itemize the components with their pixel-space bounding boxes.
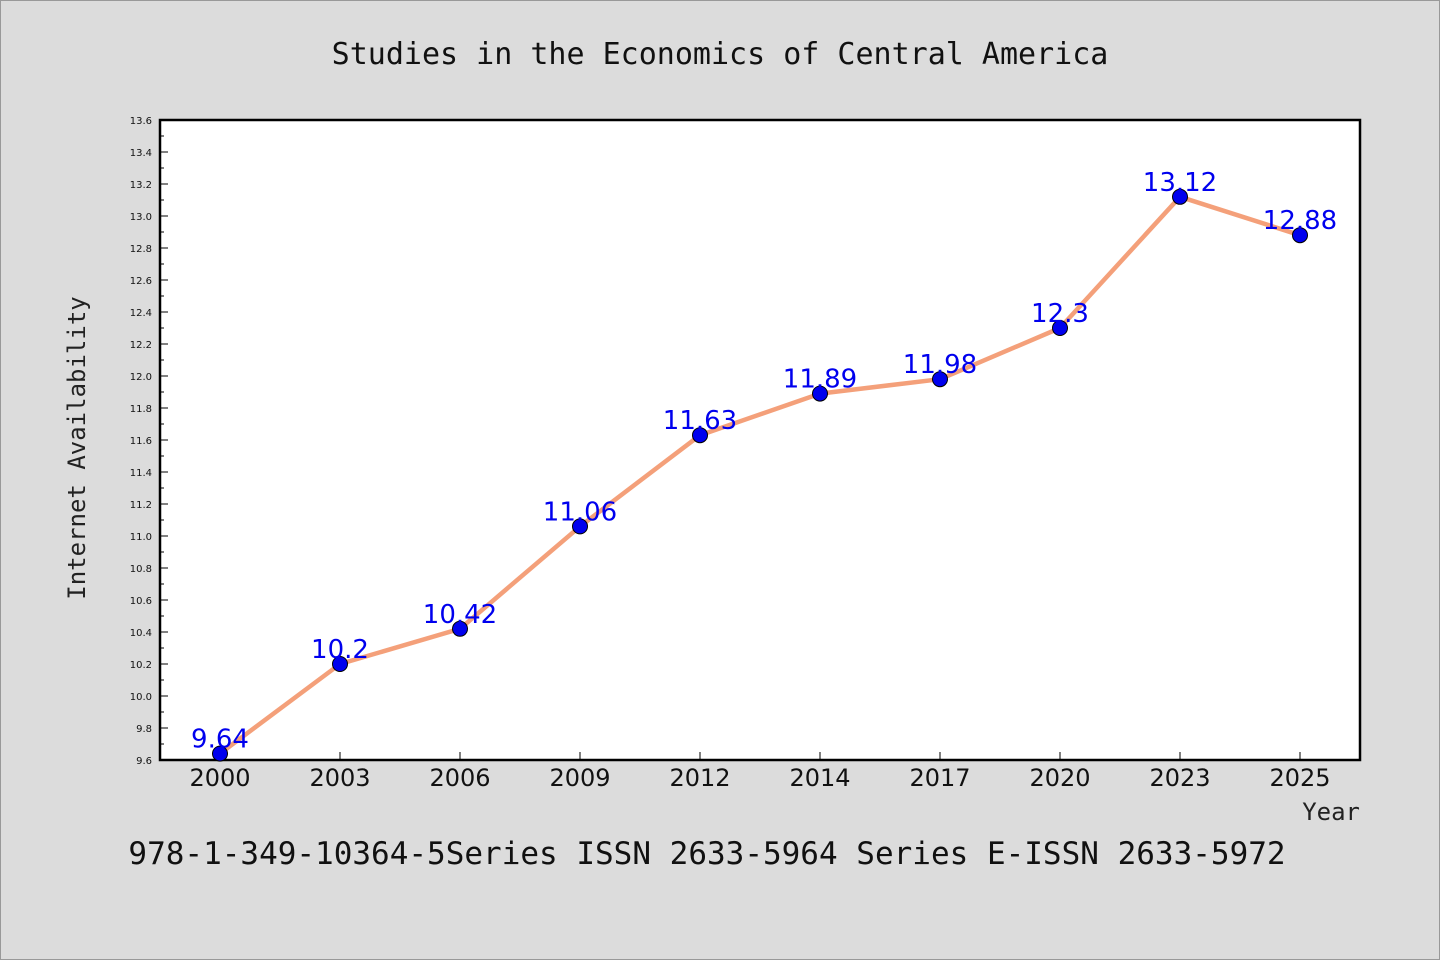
y-tick-label: 11.8 bbox=[130, 404, 152, 415]
data-point bbox=[1052, 320, 1068, 336]
y-tick-label: 13.0 bbox=[130, 212, 152, 223]
data-label: 10.2 bbox=[311, 635, 369, 665]
data-label: 12.3 bbox=[1031, 299, 1089, 329]
data-label: 11.89 bbox=[783, 365, 857, 395]
y-tick-label: 11.2 bbox=[130, 500, 152, 511]
data-label: 11.63 bbox=[663, 406, 737, 436]
series-line bbox=[218, 194, 1301, 756]
x-tick-label: 2000 bbox=[189, 764, 250, 792]
data-label: 11.06 bbox=[543, 497, 617, 527]
data-label: 9.64 bbox=[191, 725, 249, 755]
x-tick-label: 2003 bbox=[309, 764, 370, 792]
y-tick-label: 11.4 bbox=[130, 468, 152, 479]
y-axis-label: Internet Availability bbox=[63, 296, 91, 599]
data-point bbox=[692, 427, 708, 444]
data-label: 10.42 bbox=[423, 600, 497, 630]
y-tick-label: 10.4 bbox=[130, 628, 152, 639]
y-tick-label: 10.8 bbox=[130, 564, 152, 575]
footer-isbn: 978-1-349-10364-5Series ISSN 2633-5964 S… bbox=[128, 836, 1285, 872]
data-point bbox=[932, 371, 948, 388]
chart-title: Studies in the Economics of Central Amer… bbox=[332, 37, 1109, 72]
x-tick-label: 2017 bbox=[909, 764, 970, 792]
y-tick-label: 12.2 bbox=[130, 340, 152, 351]
data-label: 12.88 bbox=[1263, 206, 1337, 236]
y-tick-label: 13.2 bbox=[130, 180, 152, 191]
y-tick-label: 10.6 bbox=[130, 596, 152, 607]
y-tick-label: 13.4 bbox=[130, 148, 152, 159]
x-tick-label: 2012 bbox=[669, 764, 730, 792]
x-tick-label: 2009 bbox=[549, 764, 610, 792]
data-point bbox=[572, 518, 588, 535]
y-tick-label: 12.0 bbox=[130, 372, 152, 383]
x-axis: 2000 2003 2006 2009 2012 2014 2017 2020 2023 2025 bbox=[189, 752, 1331, 792]
data-series: 9.64 10.2 10.42 11.06 11.63 11.89 11.98 12.3 13.… bbox=[191, 168, 1337, 762]
data-point bbox=[212, 745, 228, 762]
x-tick-label: 2023 bbox=[1149, 764, 1210, 792]
x-tick-label: 2025 bbox=[1269, 764, 1330, 792]
data-point bbox=[812, 385, 828, 402]
y-tick-label: 10.0 bbox=[130, 692, 152, 703]
x-tick-label: 2006 bbox=[429, 764, 490, 792]
y-axis: 9.6 9.8 10.0 10.2 10.4 10.6 10.8 11.0 11.2 11.4 11… bbox=[130, 116, 168, 767]
y-tick-label: 9.8 bbox=[136, 724, 152, 735]
y-tick-label: 10.2 bbox=[130, 660, 152, 671]
y-tick-label: 12.8 bbox=[130, 244, 152, 255]
data-label: 13.12 bbox=[1143, 168, 1217, 198]
data-point bbox=[1172, 188, 1188, 205]
y-tick-label: 12.6 bbox=[130, 276, 152, 287]
y-tick-label: 11.6 bbox=[130, 436, 152, 447]
plot-area bbox=[158, 118, 1362, 762]
data-point bbox=[452, 620, 468, 637]
y-tick-label: 11.0 bbox=[130, 532, 152, 543]
data-point bbox=[1292, 227, 1308, 244]
y-tick-label: 12.4 bbox=[130, 308, 152, 319]
y-tick-label: 9.6 bbox=[136, 756, 152, 767]
x-axis-label: Year bbox=[1302, 798, 1360, 826]
x-tick-label: 2014 bbox=[789, 764, 850, 792]
x-tick-label: 2020 bbox=[1029, 764, 1090, 792]
data-point bbox=[332, 656, 348, 672]
data-label: 11.98 bbox=[903, 350, 977, 380]
y-tick-label: 13.6 bbox=[130, 116, 152, 127]
